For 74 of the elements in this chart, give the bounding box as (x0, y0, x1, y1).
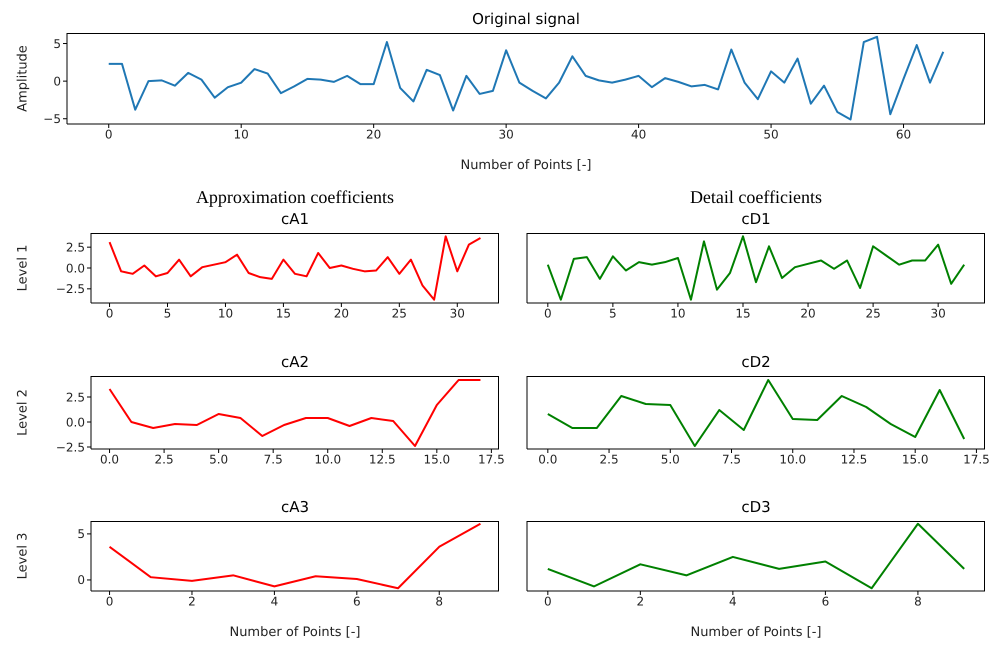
y-axis-title: Level 1 (16, 244, 31, 292)
x-tick-label: 0 (106, 306, 114, 321)
x-tick-label: 2.5 (600, 452, 619, 467)
x-tick-label: 30 (450, 306, 465, 321)
x-axis-title: Number of Points [-] (229, 625, 361, 640)
x-tick-label: 4 (270, 594, 278, 609)
x-tick-label: 10 (234, 128, 249, 142)
chart-subtitle: cD1 (740, 210, 772, 228)
y-tick-label: 0 (77, 573, 85, 588)
x-tick-label: 40 (630, 128, 646, 142)
x-tick-label: 15 (735, 306, 751, 321)
x-axis-title: Number of Points [-] (460, 158, 592, 173)
chart-title: cD2 (740, 353, 772, 371)
x-tick-label: 2.5 (154, 452, 174, 467)
x-tick-label: 5 (164, 306, 172, 321)
x-tick-label: 5.0 (209, 452, 228, 467)
x-tick-label: 2 (188, 594, 196, 609)
x-tick-label: 7.5 (722, 452, 742, 467)
x-tick-label: 50 (763, 128, 779, 142)
x-tick-label: 10 (218, 306, 234, 321)
chart-title: Approximation coefficients (194, 187, 396, 208)
chart-title: Original signal (471, 10, 581, 28)
chart-title: cA2 (280, 353, 310, 371)
x-tick-label: 30 (930, 306, 946, 321)
x-tick-label: 12.5 (368, 452, 396, 467)
x-tick-label: 10 (670, 306, 686, 321)
x-tick-label: 7.5 (264, 452, 283, 467)
chart-title: cD3 (740, 498, 772, 516)
x-tick-label: 30 (498, 128, 514, 142)
x-tick-label: 20 (800, 306, 816, 321)
x-tick-label: 20 (366, 128, 382, 142)
x-tick-label: 0.0 (100, 452, 120, 467)
x-tick-label: 60 (896, 128, 912, 142)
x-tick-label: 15.0 (902, 452, 929, 467)
y-tick-label: −2.5 (56, 440, 85, 454)
y-tick-label: 0.0 (66, 415, 85, 430)
y-tick-label: 2.5 (66, 390, 85, 404)
y-axis-title: Level 2 (16, 389, 31, 436)
x-tick-label: 0 (104, 128, 113, 142)
y-axis-title: Level 3 (16, 532, 31, 580)
y-tick-label: −2.5 (56, 282, 85, 296)
y-tick-label: 5 (53, 36, 61, 51)
x-tick-label: 8 (914, 594, 922, 609)
x-tick-label: 10.0 (779, 452, 806, 467)
x-tick-label: 0 (544, 306, 552, 321)
x-tick-label: 25 (865, 306, 881, 321)
y-axis-title: Amplitude (16, 45, 31, 112)
x-tick-label: 0 (544, 594, 552, 609)
y-tick-label: −5 (43, 112, 61, 126)
x-tick-label: 10.0 (314, 452, 342, 467)
x-tick-label: 4 (729, 594, 737, 609)
x-tick-label: 17.5 (963, 452, 990, 467)
x-tick-label: 6 (822, 594, 830, 609)
y-tick-label: 0 (53, 74, 61, 88)
x-tick-label: 17.5 (478, 452, 505, 467)
y-tick-label: 0.0 (66, 261, 85, 276)
x-tick-label: 5.0 (660, 452, 680, 467)
y-tick-label: 2.5 (66, 240, 85, 254)
chart-title: Detail coefficients (688, 187, 824, 208)
x-tick-label: 8 (435, 594, 444, 609)
x-tick-label: 6 (353, 594, 361, 609)
chart-subtitle: cA1 (280, 210, 310, 228)
x-tick-label: 12.5 (840, 452, 868, 467)
x-tick-label: 20 (334, 306, 350, 321)
x-tick-label: 5 (609, 306, 617, 321)
x-tick-label: 0.0 (538, 452, 558, 467)
chart-title: cA3 (280, 498, 310, 516)
x-tick-label: 25 (392, 306, 407, 321)
y-tick-label: 5 (77, 527, 85, 542)
x-tick-label: 2 (636, 594, 644, 609)
x-axis-title: Number of Points [-] (690, 625, 822, 640)
x-tick-label: 0 (106, 594, 114, 609)
x-tick-label: 15 (276, 306, 292, 321)
x-tick-label: 15.0 (423, 452, 450, 467)
